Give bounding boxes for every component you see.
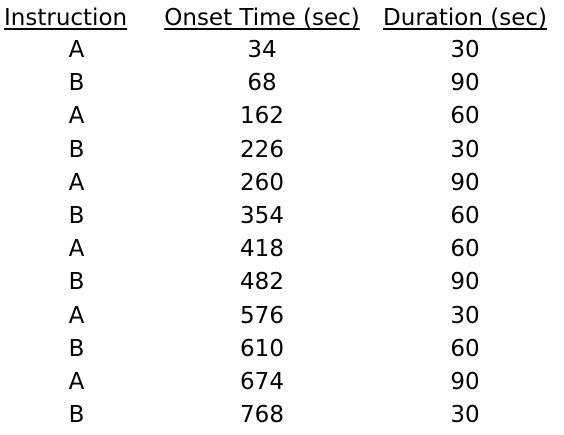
instruction-cell: B [68, 136, 85, 163]
onset-time-cell: 768 [240, 402, 284, 429]
header-duration: Duration (sec) [383, 5, 547, 31]
onset-time-cell: 226 [240, 136, 284, 163]
table-row: A 34 30 [4, 34, 555, 67]
table-row: B 768 30 [4, 399, 555, 432]
onset-time-cell: 260 [240, 169, 284, 196]
instruction-cell: B [68, 70, 85, 97]
onset-time-cell: 162 [240, 103, 284, 130]
table-row: B 354 60 [4, 200, 555, 233]
instruction-cell: A [68, 236, 85, 263]
duration-cell: 90 [450, 269, 480, 296]
onset-time-cell: 576 [240, 302, 284, 329]
instruction-cell: B [68, 402, 85, 429]
duration-cell: 90 [450, 369, 480, 396]
instruction-cell: A [68, 103, 85, 130]
onset-time-cell: 354 [240, 203, 284, 230]
table-row: B 68 90 [4, 67, 555, 100]
duration-cell: 30 [450, 37, 480, 63]
instruction-cell: B [68, 269, 85, 296]
table-row: B 610 60 [4, 333, 555, 366]
table-row: A 162 60 [4, 100, 555, 133]
table-row: B 482 90 [4, 266, 555, 299]
duration-cell: 90 [450, 70, 480, 97]
instruction-cell: A [68, 37, 85, 63]
duration-cell: 60 [450, 203, 480, 230]
duration-cell: 30 [450, 136, 480, 163]
instruction-cell: A [68, 369, 85, 396]
duration-cell: 60 [450, 103, 480, 130]
duration-cell: 30 [450, 302, 480, 329]
table-row: A 674 90 [4, 366, 555, 399]
onset-time-cell: 674 [240, 369, 284, 396]
instruction-cell: A [68, 169, 85, 196]
schedule-table: Instruction Onset Time (sec) Duration (s… [4, 2, 555, 432]
table-row: A 418 60 [4, 233, 555, 266]
header-instruction: Instruction [4, 5, 128, 31]
duration-cell: 60 [450, 335, 480, 362]
duration-cell: 90 [450, 169, 480, 196]
onset-time-cell: 610 [240, 335, 284, 362]
onset-time-cell: 482 [240, 269, 284, 296]
table-row: B 226 30 [4, 134, 555, 167]
instruction-cell: A [68, 302, 85, 329]
onset-time-cell: 418 [240, 236, 284, 263]
instruction-cell: B [68, 203, 85, 230]
onset-time-cell: 34 [247, 37, 277, 63]
header-onset-time: Onset Time (sec) [164, 5, 360, 31]
instruction-cell: B [68, 335, 85, 362]
duration-cell: 60 [450, 236, 480, 263]
table-row: A 260 90 [4, 167, 555, 200]
header-row: Instruction Onset Time (sec) Duration (s… [4, 2, 555, 34]
duration-cell: 30 [450, 402, 480, 429]
onset-time-cell: 68 [247, 70, 277, 97]
table-row: A 576 30 [4, 300, 555, 333]
